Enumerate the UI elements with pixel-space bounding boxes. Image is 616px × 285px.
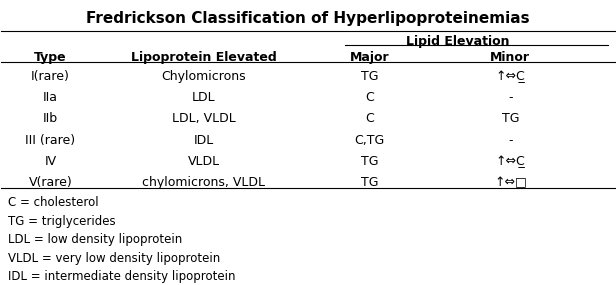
Text: TG: TG [360,176,378,189]
Text: IIb: IIb [43,112,58,125]
Text: Minor: Minor [490,51,530,64]
Text: TG: TG [501,112,519,125]
Text: TG = triglycerides: TG = triglycerides [7,215,115,228]
Text: VLDL: VLDL [188,155,220,168]
Text: IDL = intermediate density lipoprotein: IDL = intermediate density lipoprotein [7,270,235,283]
Text: TG: TG [360,155,378,168]
Text: TG: TG [360,70,378,83]
Text: V(rare): V(rare) [28,176,72,189]
Text: LDL: LDL [192,91,216,104]
Text: ↑⇔C̲: ↑⇔C̲ [495,155,525,168]
Text: IIa: IIa [43,91,58,104]
Text: ↑⇔C̲: ↑⇔C̲ [495,70,525,83]
Text: Lipid Elevation: Lipid Elevation [407,35,510,48]
Text: C,TG: C,TG [354,134,384,146]
Text: IDL: IDL [193,134,214,146]
Text: C: C [365,112,374,125]
Text: I(rare): I(rare) [31,70,70,83]
Text: -: - [508,91,513,104]
Text: ↑⇔□: ↑⇔□ [494,176,527,189]
Text: III (rare): III (rare) [25,134,76,146]
Text: Fredrickson Classification of Hyperlipoproteinemias: Fredrickson Classification of Hyperlipop… [86,11,530,26]
Text: -: - [508,134,513,146]
Text: Type: Type [34,51,67,64]
Text: VLDL = very low density lipoprotein: VLDL = very low density lipoprotein [7,252,220,264]
Text: LDL, VLDL: LDL, VLDL [172,112,236,125]
Text: C: C [365,91,374,104]
Text: Chylomicrons: Chylomicrons [161,70,246,83]
Text: IV: IV [44,155,57,168]
Text: LDL = low density lipoprotein: LDL = low density lipoprotein [7,233,182,246]
Text: chylomicrons, VLDL: chylomicrons, VLDL [142,176,265,189]
Text: Lipoprotein Elevated: Lipoprotein Elevated [131,51,277,64]
Text: Major: Major [349,51,389,64]
Text: C = cholesterol: C = cholesterol [7,196,98,209]
